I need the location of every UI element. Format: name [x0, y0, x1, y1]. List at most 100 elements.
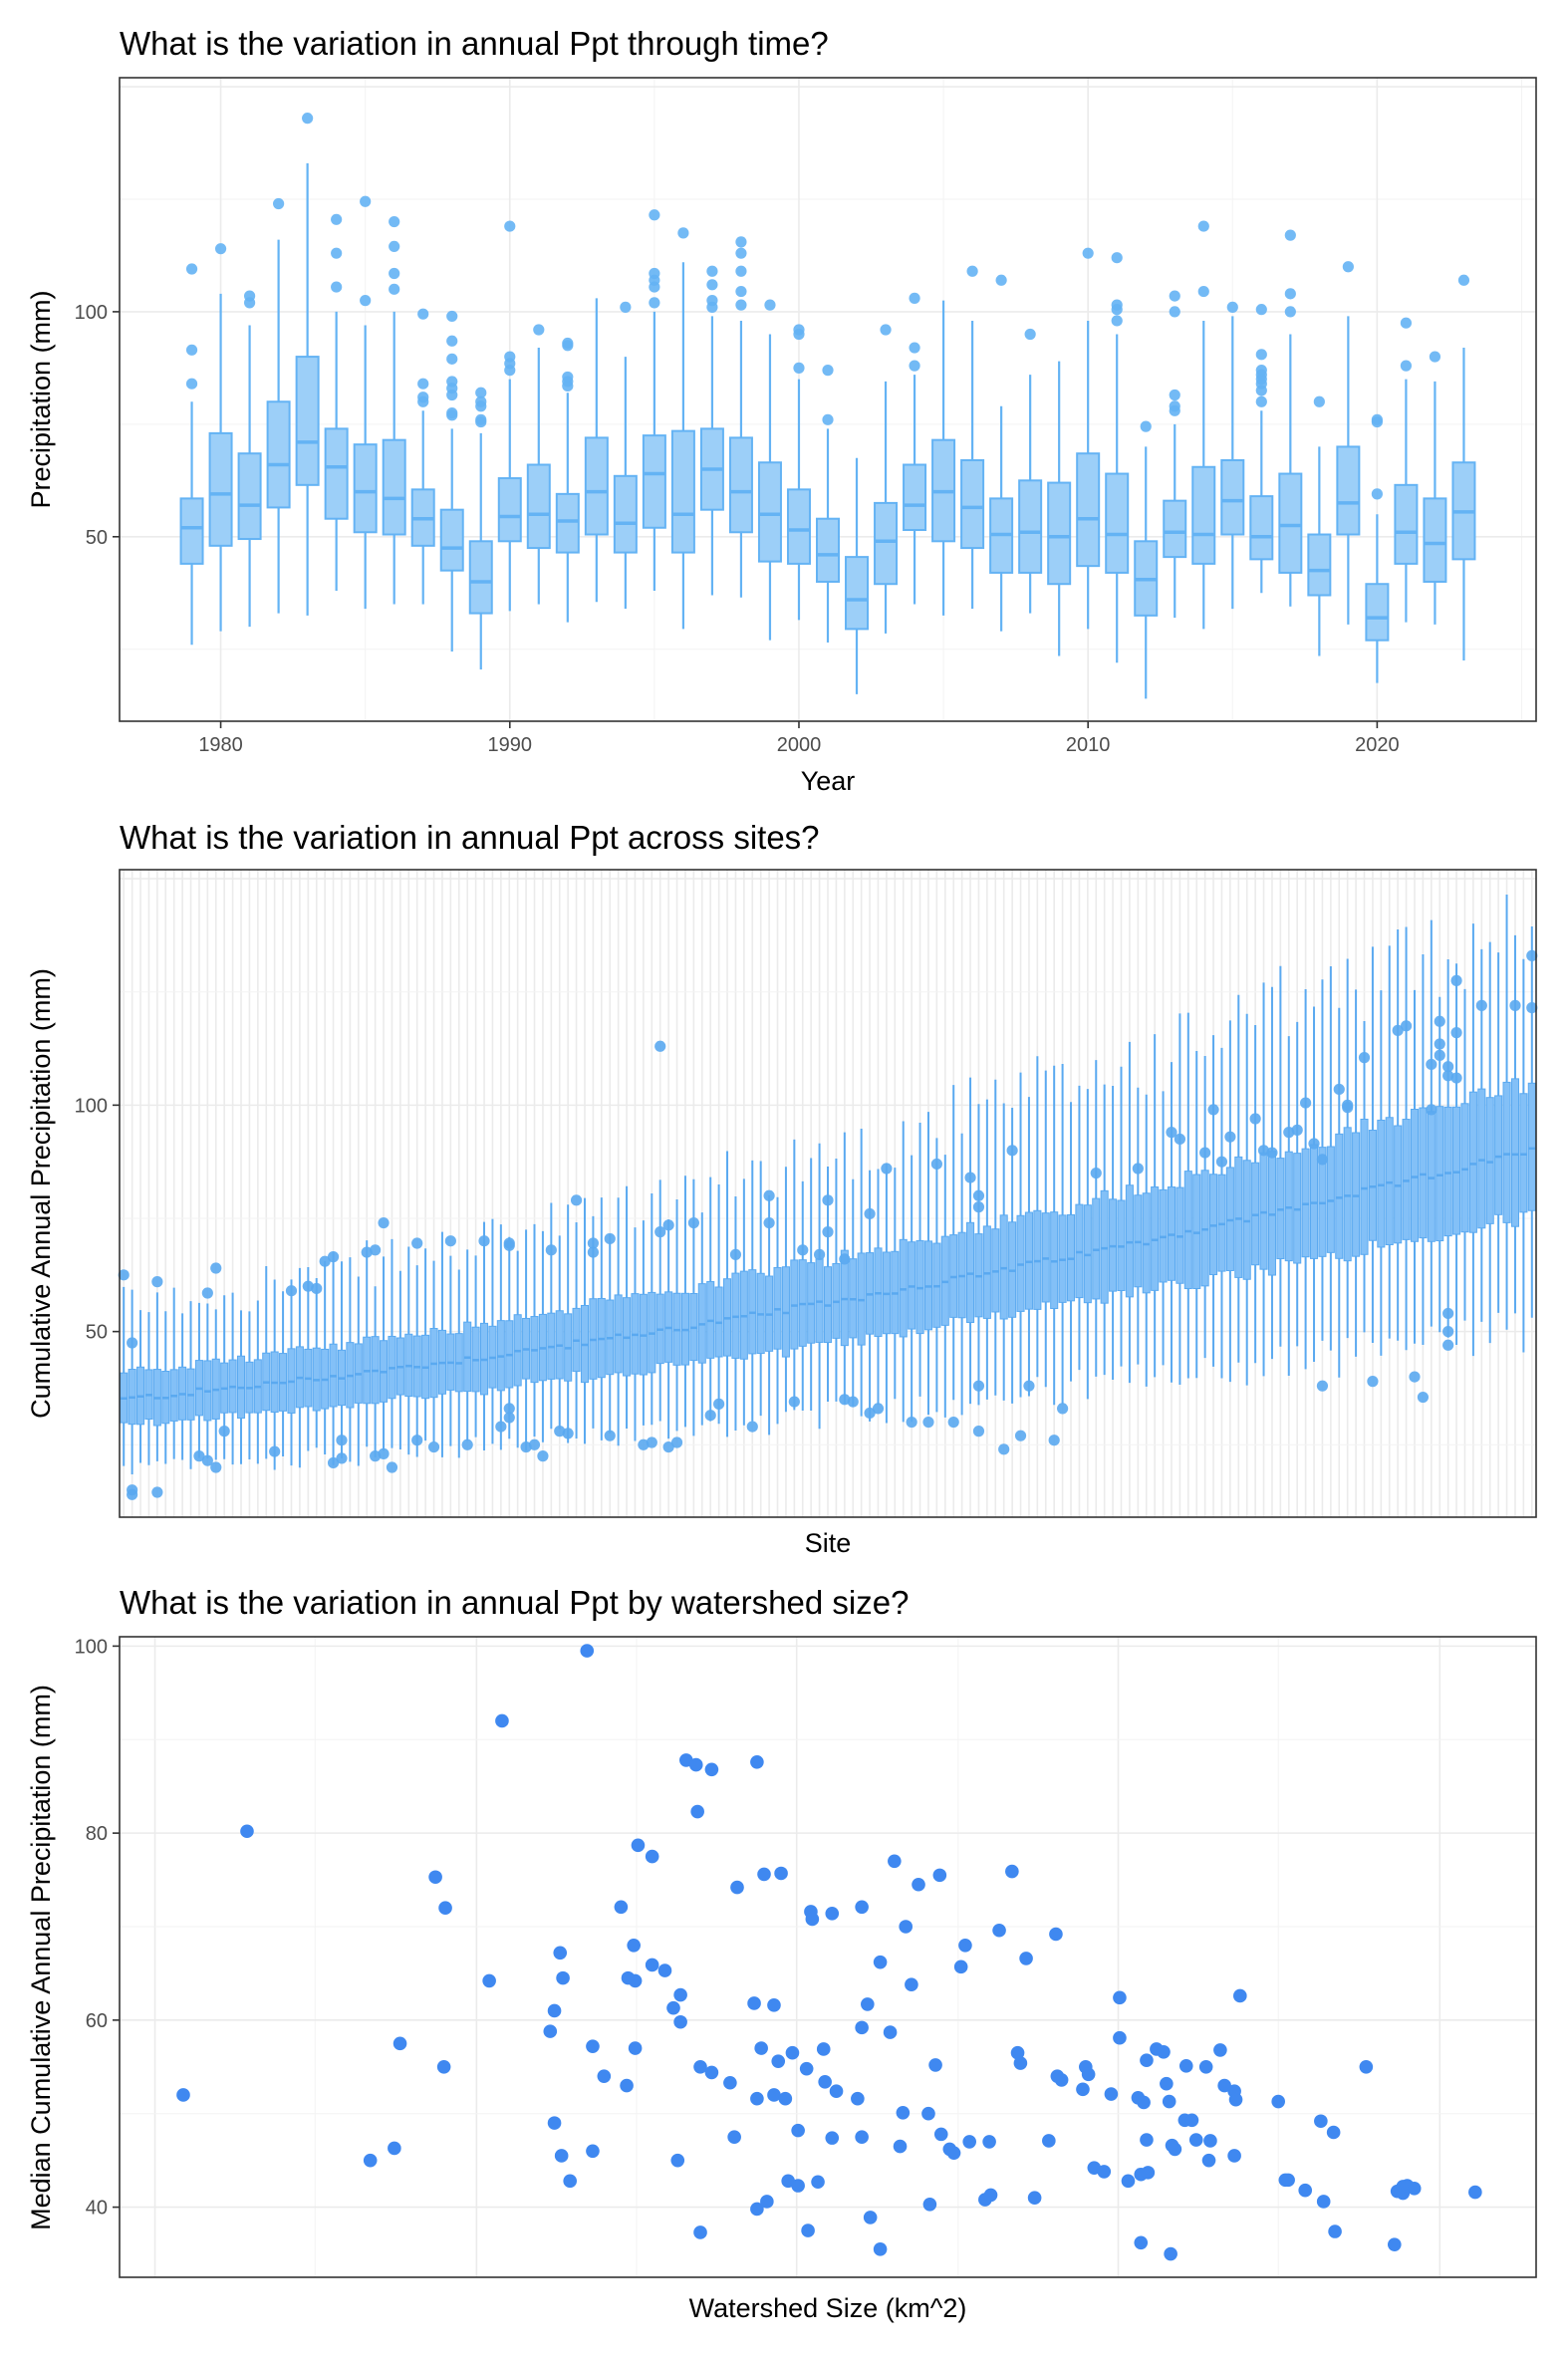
outlier-point — [646, 1437, 657, 1448]
scatter-point — [363, 2153, 378, 2168]
scatter-point — [657, 1963, 672, 1977]
scatter-point — [597, 2069, 612, 2083]
outlier-point — [1417, 1391, 1430, 1404]
site-box-104 — [982, 1099, 991, 1400]
outlier-point — [1283, 1127, 1295, 1139]
scatter-point — [1076, 2082, 1090, 2097]
outlier-point — [735, 285, 747, 298]
site-box-145 — [1326, 965, 1335, 1351]
box-iqr — [1377, 1119, 1386, 1248]
box-iqr — [757, 461, 782, 563]
outlier-point — [503, 1239, 515, 1251]
site-box-111 — [1041, 1070, 1050, 1388]
outlier-point — [587, 1246, 600, 1258]
outlier-point — [1249, 1113, 1261, 1125]
outlier-point — [361, 1246, 373, 1258]
box-1986 — [382, 215, 406, 605]
outlier-point — [370, 1244, 382, 1256]
outlier-point — [218, 1426, 230, 1438]
outlier-point — [1300, 1097, 1312, 1109]
outlier-point — [302, 113, 314, 125]
site-box-71 — [706, 1176, 715, 1422]
scatter-point — [754, 2041, 768, 2055]
site-box-100 — [949, 1085, 958, 1401]
outlier-point — [649, 267, 660, 280]
outlier-point — [1111, 252, 1123, 264]
outlier-point — [1316, 1154, 1329, 1166]
site-box-164 — [1485, 941, 1494, 1344]
scatter-point — [1113, 1990, 1127, 2005]
site-box-26 — [329, 1251, 338, 1465]
box-1999 — [757, 299, 782, 641]
outlier-point — [417, 378, 429, 390]
outlier-point — [1457, 274, 1470, 286]
outlier-point — [327, 1456, 340, 1469]
outlier-point — [478, 1235, 490, 1247]
scatter-point — [1168, 2142, 1182, 2157]
box-iqr — [642, 434, 666, 529]
outlier-point — [649, 297, 660, 309]
site-box-76 — [748, 1160, 757, 1422]
outlier-point — [475, 387, 487, 398]
box-iqr — [1510, 1078, 1519, 1227]
box-iqr — [1352, 1132, 1361, 1257]
outlier-point — [1090, 1167, 1102, 1179]
outlier-point — [706, 279, 718, 291]
outlier-point — [1255, 349, 1267, 361]
box-2011 — [1105, 252, 1130, 663]
outlier-point — [504, 220, 516, 232]
outlier-point — [1266, 1147, 1278, 1159]
outlier-point — [1371, 413, 1383, 425]
box-1979 — [179, 263, 204, 646]
scatter-point — [482, 1973, 496, 1988]
outlier-point — [909, 342, 920, 354]
site-box-160 — [1452, 963, 1461, 1345]
site-box-88 — [849, 1178, 858, 1407]
outlier-point — [822, 1226, 834, 1238]
scatter-point — [670, 2153, 685, 2168]
box-1988 — [439, 310, 464, 652]
points — [176, 1644, 1482, 2261]
box-2000 — [786, 324, 811, 621]
site-box-112 — [1050, 1065, 1059, 1406]
box-1984 — [324, 213, 349, 591]
outlier-point — [545, 1244, 557, 1256]
site-box-79 — [773, 1196, 782, 1425]
scatter-point — [958, 1938, 972, 1953]
site-box-55 — [572, 1221, 581, 1438]
box-iqr — [1018, 479, 1043, 574]
scatter-point — [620, 2078, 634, 2093]
scatter-point — [757, 1867, 771, 1882]
scatter-point — [392, 2036, 407, 2051]
outlier-point — [670, 1437, 683, 1448]
site-box-83 — [807, 1158, 816, 1411]
outlier-point — [446, 406, 458, 419]
outlier-point — [389, 283, 400, 295]
outlier-point — [1284, 288, 1296, 300]
site-box-106 — [999, 1103, 1008, 1401]
outlier-point — [1313, 395, 1325, 407]
site-box-99 — [940, 1155, 949, 1418]
scatter-point — [1081, 2067, 1096, 2082]
scatter-point — [767, 2088, 781, 2102]
outlier-point — [1197, 285, 1209, 298]
site-box-17 — [253, 1300, 262, 1464]
scatter-point — [873, 2242, 888, 2256]
site-box-46 — [496, 1224, 505, 1450]
outlier-point — [1082, 247, 1094, 259]
outlier-point — [1426, 1058, 1437, 1071]
scatter-point — [436, 2059, 451, 2074]
site-box-20 — [279, 1291, 288, 1457]
site-box-159 — [1443, 958, 1452, 1338]
scatter-point — [586, 2144, 600, 2159]
outlier-point — [972, 1380, 985, 1392]
site-box-44 — [479, 1221, 489, 1450]
scatter-point — [1184, 2113, 1199, 2128]
outlier-point — [662, 1219, 674, 1231]
box-iqr — [1163, 499, 1187, 559]
outlier-point — [446, 376, 458, 388]
site-box-101 — [957, 1133, 966, 1416]
outlier-point — [562, 1428, 574, 1439]
box-iqr — [1278, 472, 1303, 574]
outlier-point — [118, 1269, 130, 1281]
